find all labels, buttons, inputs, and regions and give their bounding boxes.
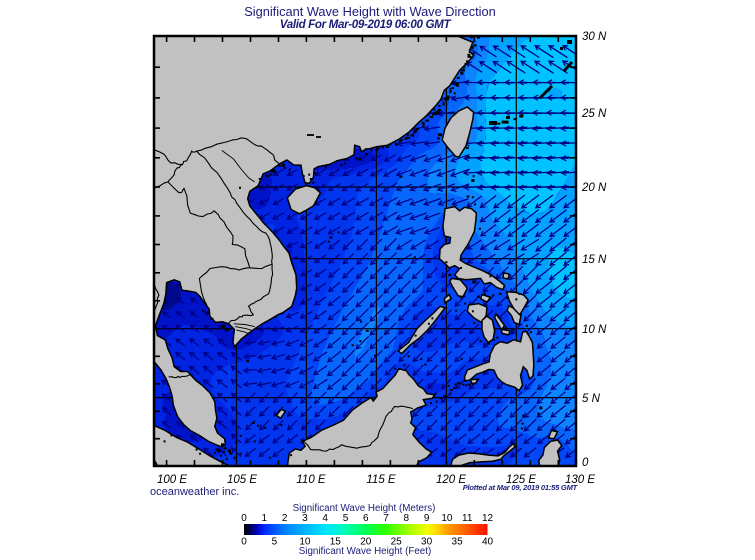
svg-text:Significant Wave Height with W: Significant Wave Height with Wave Direct… xyxy=(244,4,496,19)
svg-text:11: 11 xyxy=(462,513,473,524)
svg-text:Plotted at Mar 09, 2019 01:55: Plotted at Mar 09, 2019 01:55 GMT xyxy=(463,483,579,492)
svg-text:1: 1 xyxy=(262,513,268,524)
svg-text:125 E: 125 E xyxy=(506,474,536,486)
svg-text:oceanweather inc.: oceanweather inc. xyxy=(150,486,239,498)
svg-text:30: 30 xyxy=(421,537,433,548)
svg-text:4: 4 xyxy=(322,513,328,524)
svg-text:10 N: 10 N xyxy=(582,324,607,336)
svg-text:15: 15 xyxy=(330,537,342,548)
svg-text:110 E: 110 E xyxy=(296,474,326,486)
svg-text:115 E: 115 E xyxy=(366,474,396,486)
svg-text:5: 5 xyxy=(343,513,349,524)
svg-text:100 E: 100 E xyxy=(157,474,187,486)
svg-text:20 N: 20 N xyxy=(581,182,607,194)
svg-text:12: 12 xyxy=(482,513,494,524)
svg-text:40: 40 xyxy=(482,537,494,548)
svg-text:8: 8 xyxy=(404,513,410,524)
svg-text:3: 3 xyxy=(302,513,308,524)
svg-text:20: 20 xyxy=(360,537,372,548)
svg-text:Significant Wave Height (Feet): Significant Wave Height (Feet) xyxy=(299,546,432,557)
svg-text:0: 0 xyxy=(241,537,247,548)
svg-text:5 N: 5 N xyxy=(582,393,601,405)
svg-text:6: 6 xyxy=(363,513,369,524)
svg-text:0: 0 xyxy=(241,513,247,524)
svg-text:25 N: 25 N xyxy=(581,108,607,120)
svg-text:Valid For Mar-09-2019 06:00 GM: Valid For Mar-09-2019 06:00 GMT xyxy=(280,18,452,31)
svg-text:7: 7 xyxy=(383,513,389,524)
svg-text:Significant Wave Height (Meter: Significant Wave Height (Meters) xyxy=(293,503,436,514)
svg-text:2: 2 xyxy=(282,513,288,524)
svg-text:130 E: 130 E xyxy=(565,474,595,486)
svg-text:35: 35 xyxy=(452,537,464,548)
svg-text:105 E: 105 E xyxy=(227,474,257,486)
svg-text:9: 9 xyxy=(424,513,430,524)
svg-text:25: 25 xyxy=(391,537,403,548)
svg-text:0: 0 xyxy=(582,457,589,469)
svg-text:10: 10 xyxy=(299,537,311,548)
svg-text:10: 10 xyxy=(441,513,453,524)
svg-text:5: 5 xyxy=(272,537,278,548)
svg-text:120 E: 120 E xyxy=(436,474,466,486)
svg-text:15 N: 15 N xyxy=(582,254,607,266)
svg-text:30 N: 30 N xyxy=(582,31,607,43)
